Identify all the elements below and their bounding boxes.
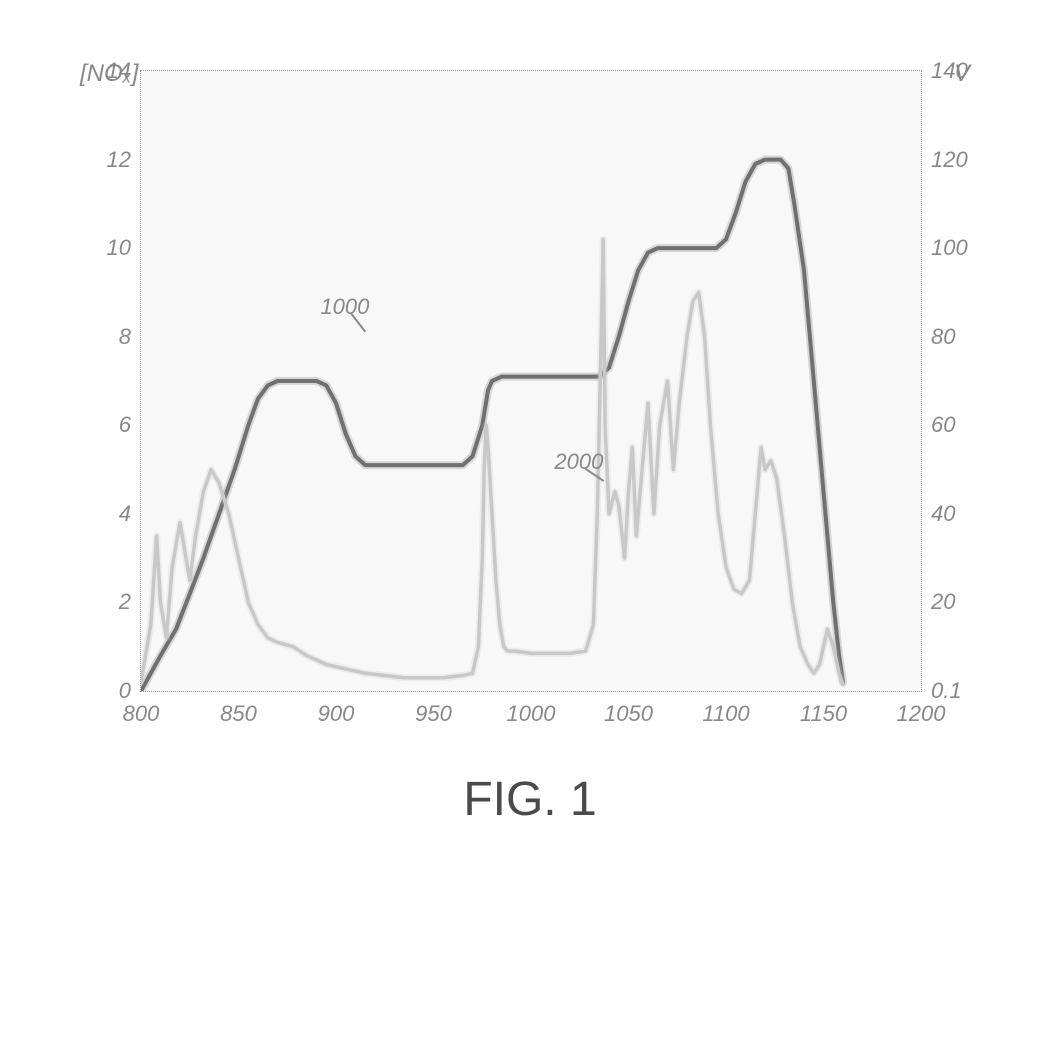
x-tick: 1050 (604, 701, 653, 727)
x-tick: 1100 (702, 701, 749, 727)
annotation-2000: 2000 (554, 449, 603, 475)
y-left-tick: 4 (119, 501, 131, 527)
x-tick: 950 (415, 701, 452, 727)
y-left-tick: 8 (119, 324, 131, 350)
plot-area: 024681012140.120406080100120140800850900… (140, 70, 922, 692)
x-tick: 800 (123, 701, 160, 727)
plot-wrapper: 024681012140.120406080100120140800850900… (140, 70, 920, 692)
chart-svg (141, 71, 921, 691)
y-left-tick: 6 (119, 412, 131, 438)
x-tick: 900 (318, 701, 355, 727)
x-tick: 1150 (800, 701, 847, 727)
x-tick: 1000 (507, 701, 556, 727)
figure-caption: FIG. 1 (40, 772, 1020, 827)
annotation-1000: 1000 (320, 294, 369, 320)
y-right-tick: 100 (931, 235, 968, 261)
y-left-tick: 2 (119, 589, 131, 615)
series-1000 (141, 160, 843, 691)
y-right-tick: 80 (931, 324, 955, 350)
y-right-tick: 60 (931, 412, 955, 438)
y-right-tick: 120 (931, 147, 968, 173)
y-left-tick: 10 (107, 235, 131, 261)
y-right-tick: 140 (931, 58, 968, 84)
x-tick: 850 (220, 701, 257, 727)
chart-container: [NOₓ] V 024681012140.1204060801001201408… (80, 70, 980, 692)
y-right-tick: 40 (931, 501, 955, 527)
y-left-tick: 12 (107, 147, 131, 173)
x-tick: 1200 (897, 701, 946, 727)
y-right-tick: 20 (931, 589, 955, 615)
y-left-tick: 14 (107, 58, 131, 84)
